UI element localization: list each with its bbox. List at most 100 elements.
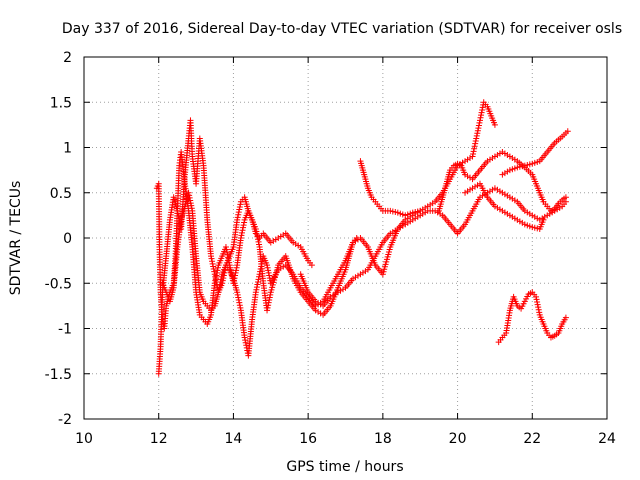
data-point bbox=[222, 244, 229, 251]
data-point bbox=[232, 272, 239, 279]
data-point bbox=[534, 301, 541, 308]
data-point bbox=[234, 289, 241, 296]
data-point bbox=[253, 286, 260, 293]
series-track-9 bbox=[495, 289, 569, 346]
data-point bbox=[218, 273, 225, 280]
data-point bbox=[211, 271, 218, 278]
data-point bbox=[491, 121, 498, 128]
data-point bbox=[208, 255, 215, 262]
data-point bbox=[252, 225, 259, 232]
data-point bbox=[534, 298, 541, 305]
x-axis-label: GPS time / hours bbox=[286, 459, 403, 475]
data-point bbox=[186, 194, 193, 201]
data-point bbox=[469, 153, 476, 160]
data-point bbox=[472, 140, 479, 147]
data-point bbox=[474, 130, 481, 137]
data-point bbox=[536, 309, 543, 316]
data-point bbox=[175, 213, 182, 220]
data-point bbox=[238, 229, 245, 236]
data-point bbox=[265, 267, 272, 274]
data-point bbox=[211, 268, 218, 275]
data-point bbox=[214, 264, 221, 271]
series-track-6 bbox=[435, 149, 569, 214]
data-point bbox=[238, 232, 245, 239]
y-axis-label: SDTVAR / TECUs bbox=[8, 181, 24, 296]
data-point bbox=[234, 214, 241, 221]
data-point bbox=[237, 201, 244, 208]
data-point bbox=[237, 304, 244, 311]
data-point bbox=[212, 273, 219, 280]
data-point bbox=[241, 334, 248, 341]
x-tick-label: 24 bbox=[598, 431, 616, 447]
data-point bbox=[254, 236, 261, 243]
data-point bbox=[264, 304, 271, 311]
data-point bbox=[264, 307, 271, 314]
data-point bbox=[475, 122, 482, 129]
data-point bbox=[478, 112, 485, 119]
y-tick-label: 2 bbox=[63, 50, 72, 66]
data-point bbox=[208, 253, 215, 260]
data-point bbox=[236, 206, 243, 213]
data-point bbox=[479, 107, 486, 114]
axis-ticks: 10 12 14 16 18 20 22 24 2 1.5 1 0.5 0 -0.5 -1 -1.5 -2 bbox=[45, 50, 616, 447]
data-point bbox=[254, 233, 261, 240]
series-track-2 bbox=[155, 117, 360, 377]
data-point bbox=[476, 119, 483, 126]
x-tick-label: 18 bbox=[374, 431, 392, 447]
data-point bbox=[233, 267, 240, 274]
data-point bbox=[210, 263, 217, 270]
series-track-5 bbox=[357, 99, 498, 219]
grid-lines bbox=[84, 57, 607, 419]
plot-frame bbox=[83, 56, 608, 420]
data-point bbox=[187, 197, 194, 204]
data-point bbox=[224, 249, 231, 256]
data-point bbox=[174, 210, 181, 217]
data-point bbox=[255, 276, 262, 283]
data-point bbox=[240, 222, 247, 229]
y-tick-label: 1 bbox=[63, 141, 72, 157]
data-point bbox=[256, 241, 263, 248]
data-point bbox=[217, 278, 224, 285]
data-point bbox=[535, 304, 542, 311]
data-point bbox=[258, 260, 265, 267]
y-tick-label: -1 bbox=[58, 322, 72, 338]
series-track-8 bbox=[499, 128, 571, 178]
data-point bbox=[533, 296, 540, 303]
data-point bbox=[308, 262, 315, 269]
data-point bbox=[235, 294, 242, 301]
data-point bbox=[540, 216, 547, 223]
data-point bbox=[223, 246, 230, 253]
data-point bbox=[256, 271, 263, 278]
data-point bbox=[267, 291, 274, 298]
data-point bbox=[266, 294, 273, 301]
data-point bbox=[473, 132, 480, 139]
data-point bbox=[243, 342, 250, 349]
data-point bbox=[472, 138, 479, 145]
data-point bbox=[265, 269, 272, 276]
data-point bbox=[214, 267, 221, 274]
data-point bbox=[474, 127, 481, 134]
data-point bbox=[256, 273, 263, 280]
data-point bbox=[264, 264, 271, 271]
data-point bbox=[254, 278, 261, 285]
data-point bbox=[233, 264, 240, 271]
data-point bbox=[473, 135, 480, 142]
data-point bbox=[217, 281, 224, 288]
series-track-3 bbox=[159, 189, 424, 359]
data-point bbox=[187, 200, 194, 207]
data-point bbox=[185, 189, 192, 196]
data-point bbox=[241, 219, 248, 226]
data-point bbox=[562, 314, 569, 321]
data-point bbox=[237, 235, 244, 241]
data-point bbox=[264, 262, 271, 269]
data-point bbox=[266, 272, 273, 279]
data-point bbox=[253, 284, 260, 291]
data-point bbox=[257, 268, 264, 275]
data-point bbox=[232, 269, 239, 276]
data-point bbox=[209, 258, 216, 265]
data-point bbox=[210, 266, 217, 273]
x-tick-label: 20 bbox=[449, 431, 467, 447]
data-point bbox=[235, 211, 242, 218]
data-point bbox=[242, 339, 249, 346]
